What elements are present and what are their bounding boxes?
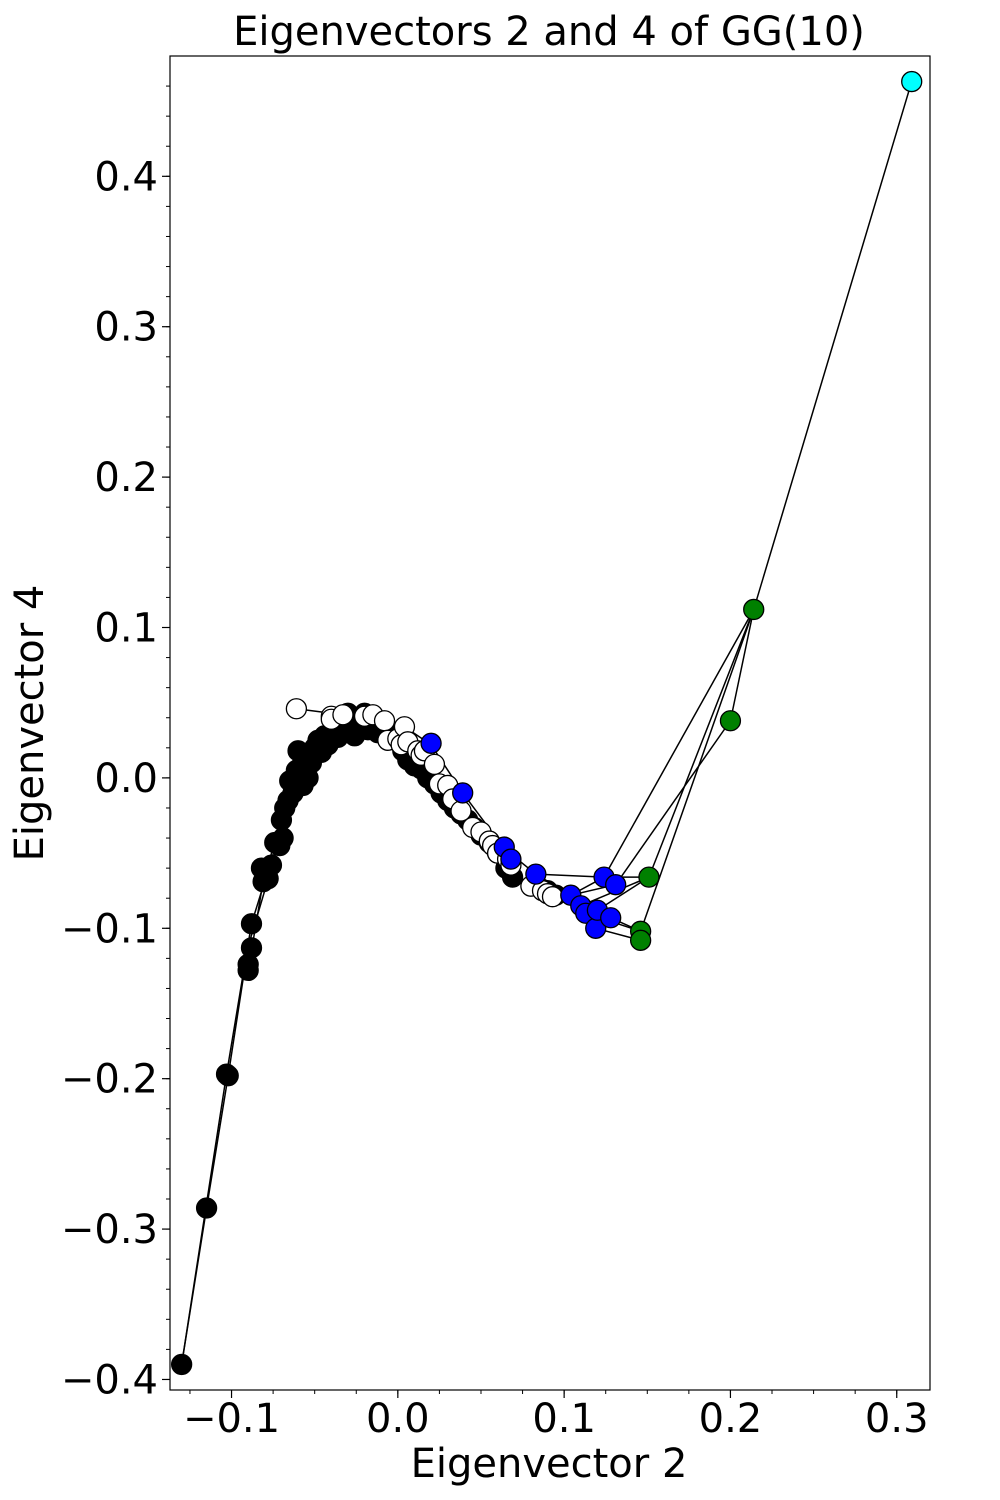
graph-edge: [615, 720, 732, 886]
graph-edge: [648, 609, 755, 878]
x-axis-label: Eigenvector 2: [411, 1441, 688, 1487]
node-point-green: [743, 598, 765, 621]
x-tick-label: 0.0: [366, 1396, 430, 1442]
node-point-green: [719, 710, 742, 732]
node-point-green: [638, 866, 660, 888]
graph-edge: [729, 609, 755, 721]
node-point-blue: [605, 874, 627, 896]
node-point-black: [260, 854, 283, 876]
node-point-blue: [600, 907, 622, 929]
node-point-white: [373, 710, 396, 732]
y-tick-label: −0.1: [61, 906, 158, 952]
graph-nodes: [170, 70, 923, 1376]
y-tick-label: −0.2: [61, 1057, 158, 1103]
plot-area-frame: [169, 55, 931, 1391]
node-point-black: [170, 1353, 193, 1376]
y-tick-label: 0.1: [94, 605, 158, 651]
node-point-green: [629, 929, 652, 951]
graph-edge: [535, 873, 605, 878]
graph-edge: [205, 1075, 229, 1209]
y-tick-label: 0.0: [94, 756, 158, 802]
node-point-blue: [452, 782, 474, 804]
x-tick-label: 0.3: [865, 1396, 929, 1442]
node-point-black: [195, 1197, 218, 1219]
node-point-white: [285, 698, 308, 720]
chart-title: Eigenvectors 2 and 4 of GG(10): [233, 9, 865, 55]
y-tick-label: −0.3: [61, 1207, 158, 1253]
y-tick-label: 0.4: [94, 154, 158, 200]
x-tick-label: 0.1: [532, 1396, 596, 1442]
y-axis-label: Eigenvector 4: [7, 585, 53, 862]
node-point-blue: [500, 848, 522, 870]
node-point-white: [541, 886, 564, 908]
y-tick-label: 0.3: [94, 305, 158, 351]
node-point-white: [423, 753, 446, 776]
y-axis: −0.4 −0.3 −0.2 −0.1 0.0 0.1 0.2 0.3 0.4: [61, 85, 170, 1403]
node-point-black: [240, 913, 263, 935]
graph-edge: [753, 81, 913, 610]
node-point-cyan: [901, 70, 923, 93]
node-point-black: [240, 937, 263, 959]
node-point-white: [332, 704, 354, 726]
node-point-black: [215, 1063, 238, 1085]
node-point-blue: [525, 863, 547, 885]
node-point-black: [272, 827, 294, 849]
x-axis: −0.1 0.0 0.1 0.2 0.3: [183, 1390, 929, 1442]
x-tick-label: 0.2: [699, 1396, 763, 1442]
y-tick-label: 0.2: [94, 455, 158, 501]
x-tick-label: −0.1: [183, 1396, 280, 1442]
node-point-blue: [420, 732, 442, 754]
graph-edge: [180, 1074, 228, 1365]
graph-edge: [603, 609, 755, 878]
y-tick-label: −0.4: [61, 1357, 158, 1403]
